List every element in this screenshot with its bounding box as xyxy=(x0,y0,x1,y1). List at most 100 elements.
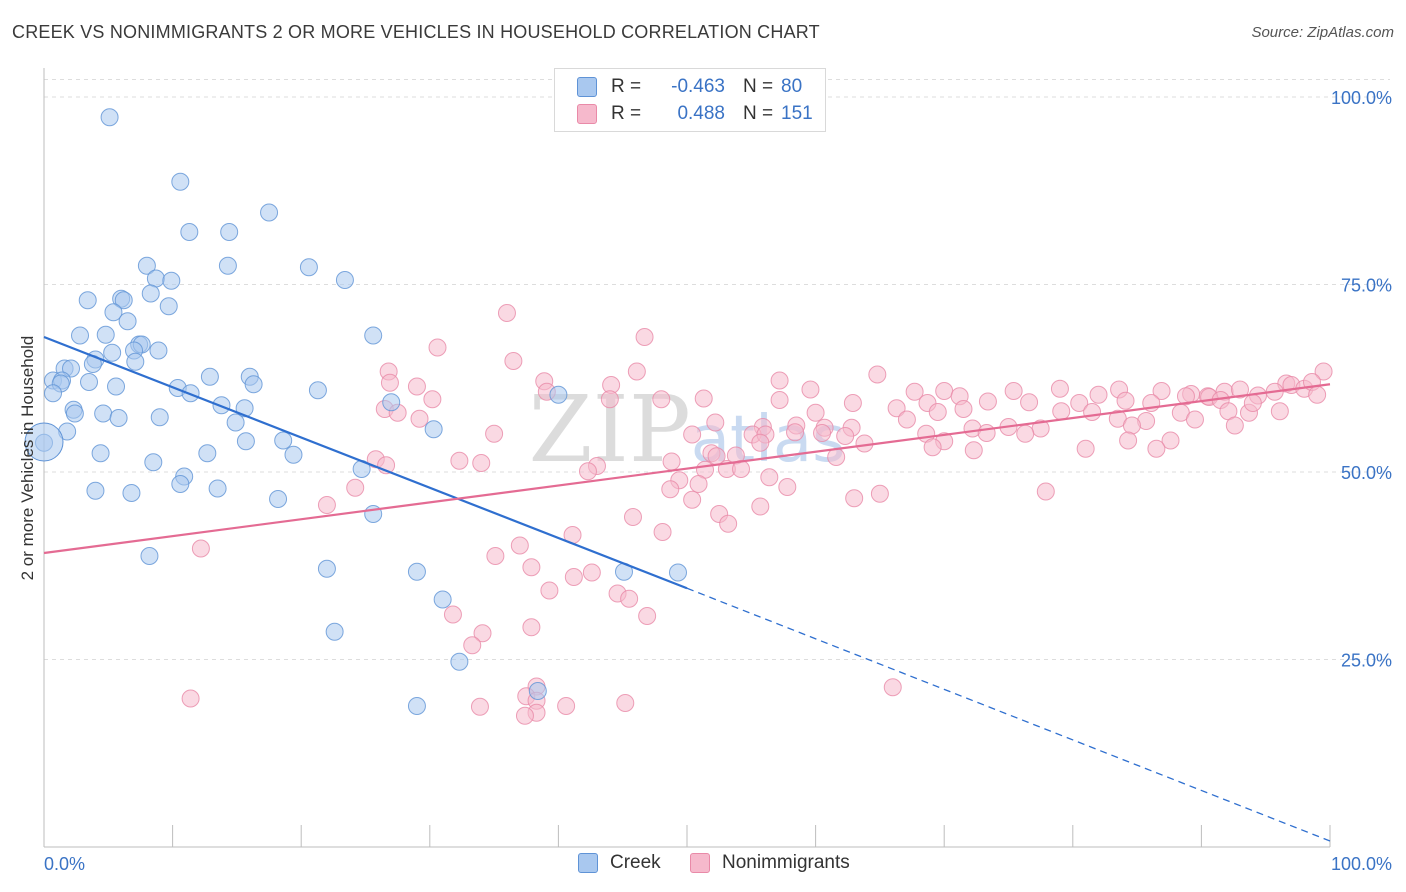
nonimmigrants-point xyxy=(1185,410,1204,429)
nonimmigrants-point xyxy=(843,394,862,412)
nonimmigrants-point xyxy=(978,392,997,411)
nonimmigrants-point xyxy=(473,624,492,643)
correlation-legend: R = -0.463 N = 80 R = 0.488 N = 151 xyxy=(554,68,826,132)
y-tick-label: 25.0% xyxy=(1341,651,1392,671)
y-tick-label: 75.0% xyxy=(1341,276,1392,296)
creek-point xyxy=(86,481,105,500)
legend-r-value: -0.463 xyxy=(671,76,725,97)
nonimmigrants-point xyxy=(1147,439,1166,458)
nonimmigrants-point xyxy=(578,462,597,481)
nonimmigrants-point xyxy=(485,424,504,443)
nonimmigrants-point xyxy=(1050,379,1069,398)
series-legend-nonimmigrants: Nonimmigrants xyxy=(690,852,850,874)
nonimmigrants-point xyxy=(1314,362,1333,381)
creek-point xyxy=(528,682,547,700)
x-tick-label: 0.0% xyxy=(44,854,85,874)
legend-n-value: 151 xyxy=(781,103,813,124)
creek-point xyxy=(91,444,110,463)
nonimmigrants-point xyxy=(407,377,426,396)
creek-point xyxy=(144,453,163,472)
nonimmigrants-point xyxy=(751,433,770,452)
nonimmigrants-point xyxy=(616,694,635,712)
creek-point xyxy=(159,297,178,316)
creek-point xyxy=(668,563,687,582)
nonimmigrants-point xyxy=(1308,385,1327,404)
creek-point xyxy=(103,343,122,362)
nonimmigrants-point xyxy=(497,304,516,322)
nonimmigrants-point xyxy=(1230,380,1249,399)
source-label: Source: ZipAtlas.com xyxy=(1251,24,1394,41)
creek-point xyxy=(269,490,288,508)
nonimmigrants-point xyxy=(662,452,681,471)
nonimmigrants-point xyxy=(557,697,576,715)
nonimmigrants-point xyxy=(1176,387,1195,406)
creek-point xyxy=(104,303,123,322)
creek-point xyxy=(126,352,145,371)
y-tick-label: 50.0% xyxy=(1341,463,1392,483)
creek-point xyxy=(146,269,165,288)
legend-row-creek: R = -0.463 N = 80 xyxy=(577,76,802,98)
nonimmigrants-point xyxy=(450,451,469,470)
nonimmigrants-point xyxy=(564,568,583,586)
nonimmigrants-point xyxy=(472,454,491,472)
nonimmigrants-point xyxy=(905,382,924,401)
creek-point xyxy=(171,475,190,493)
nonimmigrants-point xyxy=(706,413,725,432)
nonimmigrants-point xyxy=(428,338,447,357)
nonimmigrants-point xyxy=(683,425,702,444)
creek-point xyxy=(226,413,245,432)
creek-point xyxy=(236,432,255,451)
nonimmigrants-point xyxy=(1089,385,1108,404)
creek-point xyxy=(260,203,279,222)
creek-point xyxy=(317,559,336,578)
nonimmigrants-point xyxy=(515,706,534,725)
legend-r-label: R = xyxy=(611,103,642,124)
nonimmigrants-point xyxy=(638,607,657,625)
creek-point xyxy=(308,381,327,400)
y-axis-label: 2 or more Vehicles in Household xyxy=(18,335,37,581)
creek-point xyxy=(407,697,426,715)
nonimmigrants-point xyxy=(635,328,654,346)
nonimmigrants-point xyxy=(522,618,541,637)
creek-point xyxy=(96,325,115,344)
nonimmigrants-point xyxy=(1016,424,1035,443)
nonimmigrants-point xyxy=(689,475,708,493)
nonimmigrants-point xyxy=(1036,482,1055,501)
creek-point xyxy=(335,271,354,289)
nonimmigrants-point xyxy=(540,581,559,600)
nonimmigrants-point xyxy=(1161,431,1180,450)
legend-r-value: 0.488 xyxy=(677,103,725,124)
nonimmigrants-point xyxy=(1119,431,1138,450)
nonimmigrants-point xyxy=(827,448,846,466)
nonimmigrants-point xyxy=(923,438,942,457)
creek-point xyxy=(114,291,133,310)
nonimmigrants-point xyxy=(380,373,399,392)
creek-swatch xyxy=(578,853,598,873)
nonimmigrants-point xyxy=(1122,416,1141,435)
creek-point xyxy=(235,399,254,418)
creek-point xyxy=(94,404,113,423)
nonimmigrants-point xyxy=(760,468,779,487)
series-legend-creek: Creek xyxy=(578,852,661,874)
nonimmigrants-point xyxy=(786,423,805,442)
y-tick-label: 100.0% xyxy=(1331,88,1392,108)
nonimmigrants-point xyxy=(1225,416,1244,435)
nonimmigrants-point xyxy=(845,489,864,508)
nonimmigrants-point xyxy=(801,380,820,399)
creek-point xyxy=(220,223,239,241)
creek-trend-extension xyxy=(686,587,1331,842)
nonimmigrants-point xyxy=(623,508,642,526)
creek-point xyxy=(100,108,119,127)
nonimmigrants-point xyxy=(661,480,680,499)
nonimmigrants-point xyxy=(486,547,505,565)
creek-trend-line xyxy=(43,335,688,590)
x-tick-label: 100.0% xyxy=(1331,854,1392,874)
nonimmigrants-point xyxy=(887,399,906,418)
creek-point xyxy=(150,408,169,427)
legend-n-value: 80 xyxy=(781,76,803,97)
nonimmigrants-point xyxy=(719,514,738,533)
creek-point xyxy=(137,256,156,275)
creek-point xyxy=(364,326,383,345)
creek-point xyxy=(433,590,452,609)
creek-point xyxy=(274,431,293,450)
